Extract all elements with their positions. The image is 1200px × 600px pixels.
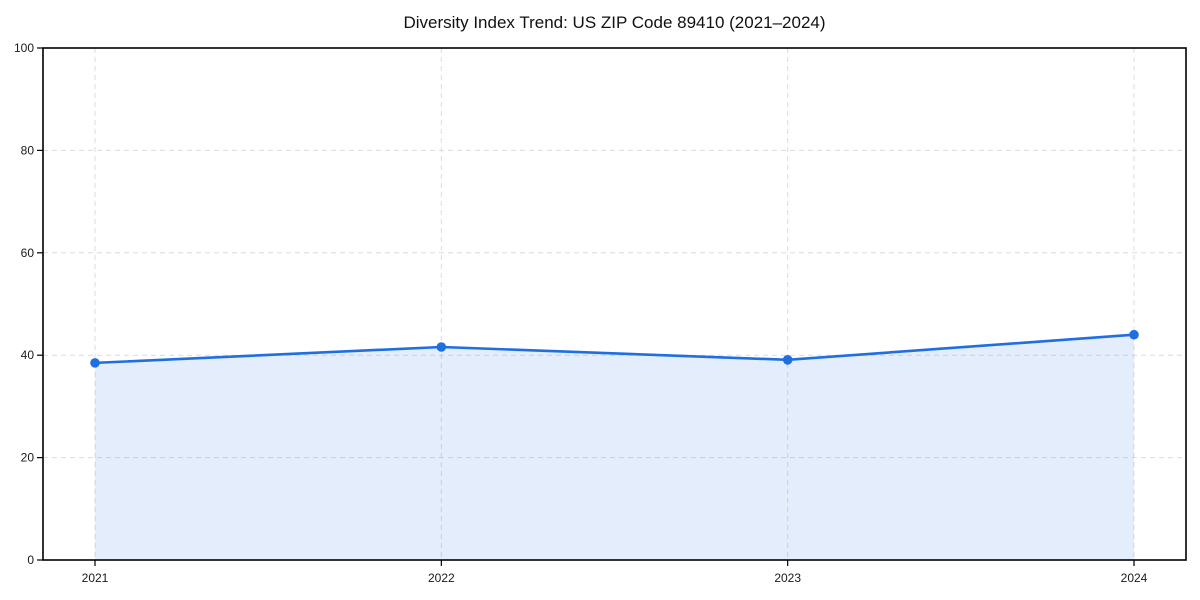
data-point-marker	[1129, 329, 1139, 340]
series-area-fill	[95, 334, 1134, 560]
y-tick-label: 80	[21, 143, 35, 157]
x-tick-label: 2021	[82, 571, 109, 585]
chart-title: Diversity Index Trend: US ZIP Code 89410…	[403, 13, 826, 32]
data-point-marker	[90, 358, 100, 368]
y-tick-label: 60	[21, 246, 35, 260]
y-tick-label: 100	[14, 41, 34, 55]
y-tick-label: 20	[21, 451, 35, 465]
x-tick-label: 2023	[774, 571, 801, 585]
x-tick-label: 2022	[428, 571, 455, 585]
x-tick-label: 2024	[1121, 571, 1148, 585]
y-tick-label: 40	[21, 348, 35, 362]
data-point-marker	[782, 355, 793, 365]
y-tick-label: 0	[27, 553, 34, 567]
plot-frame	[42, 47, 1187, 561]
data-point-marker	[436, 342, 447, 352]
series-line	[93, 333, 1136, 365]
